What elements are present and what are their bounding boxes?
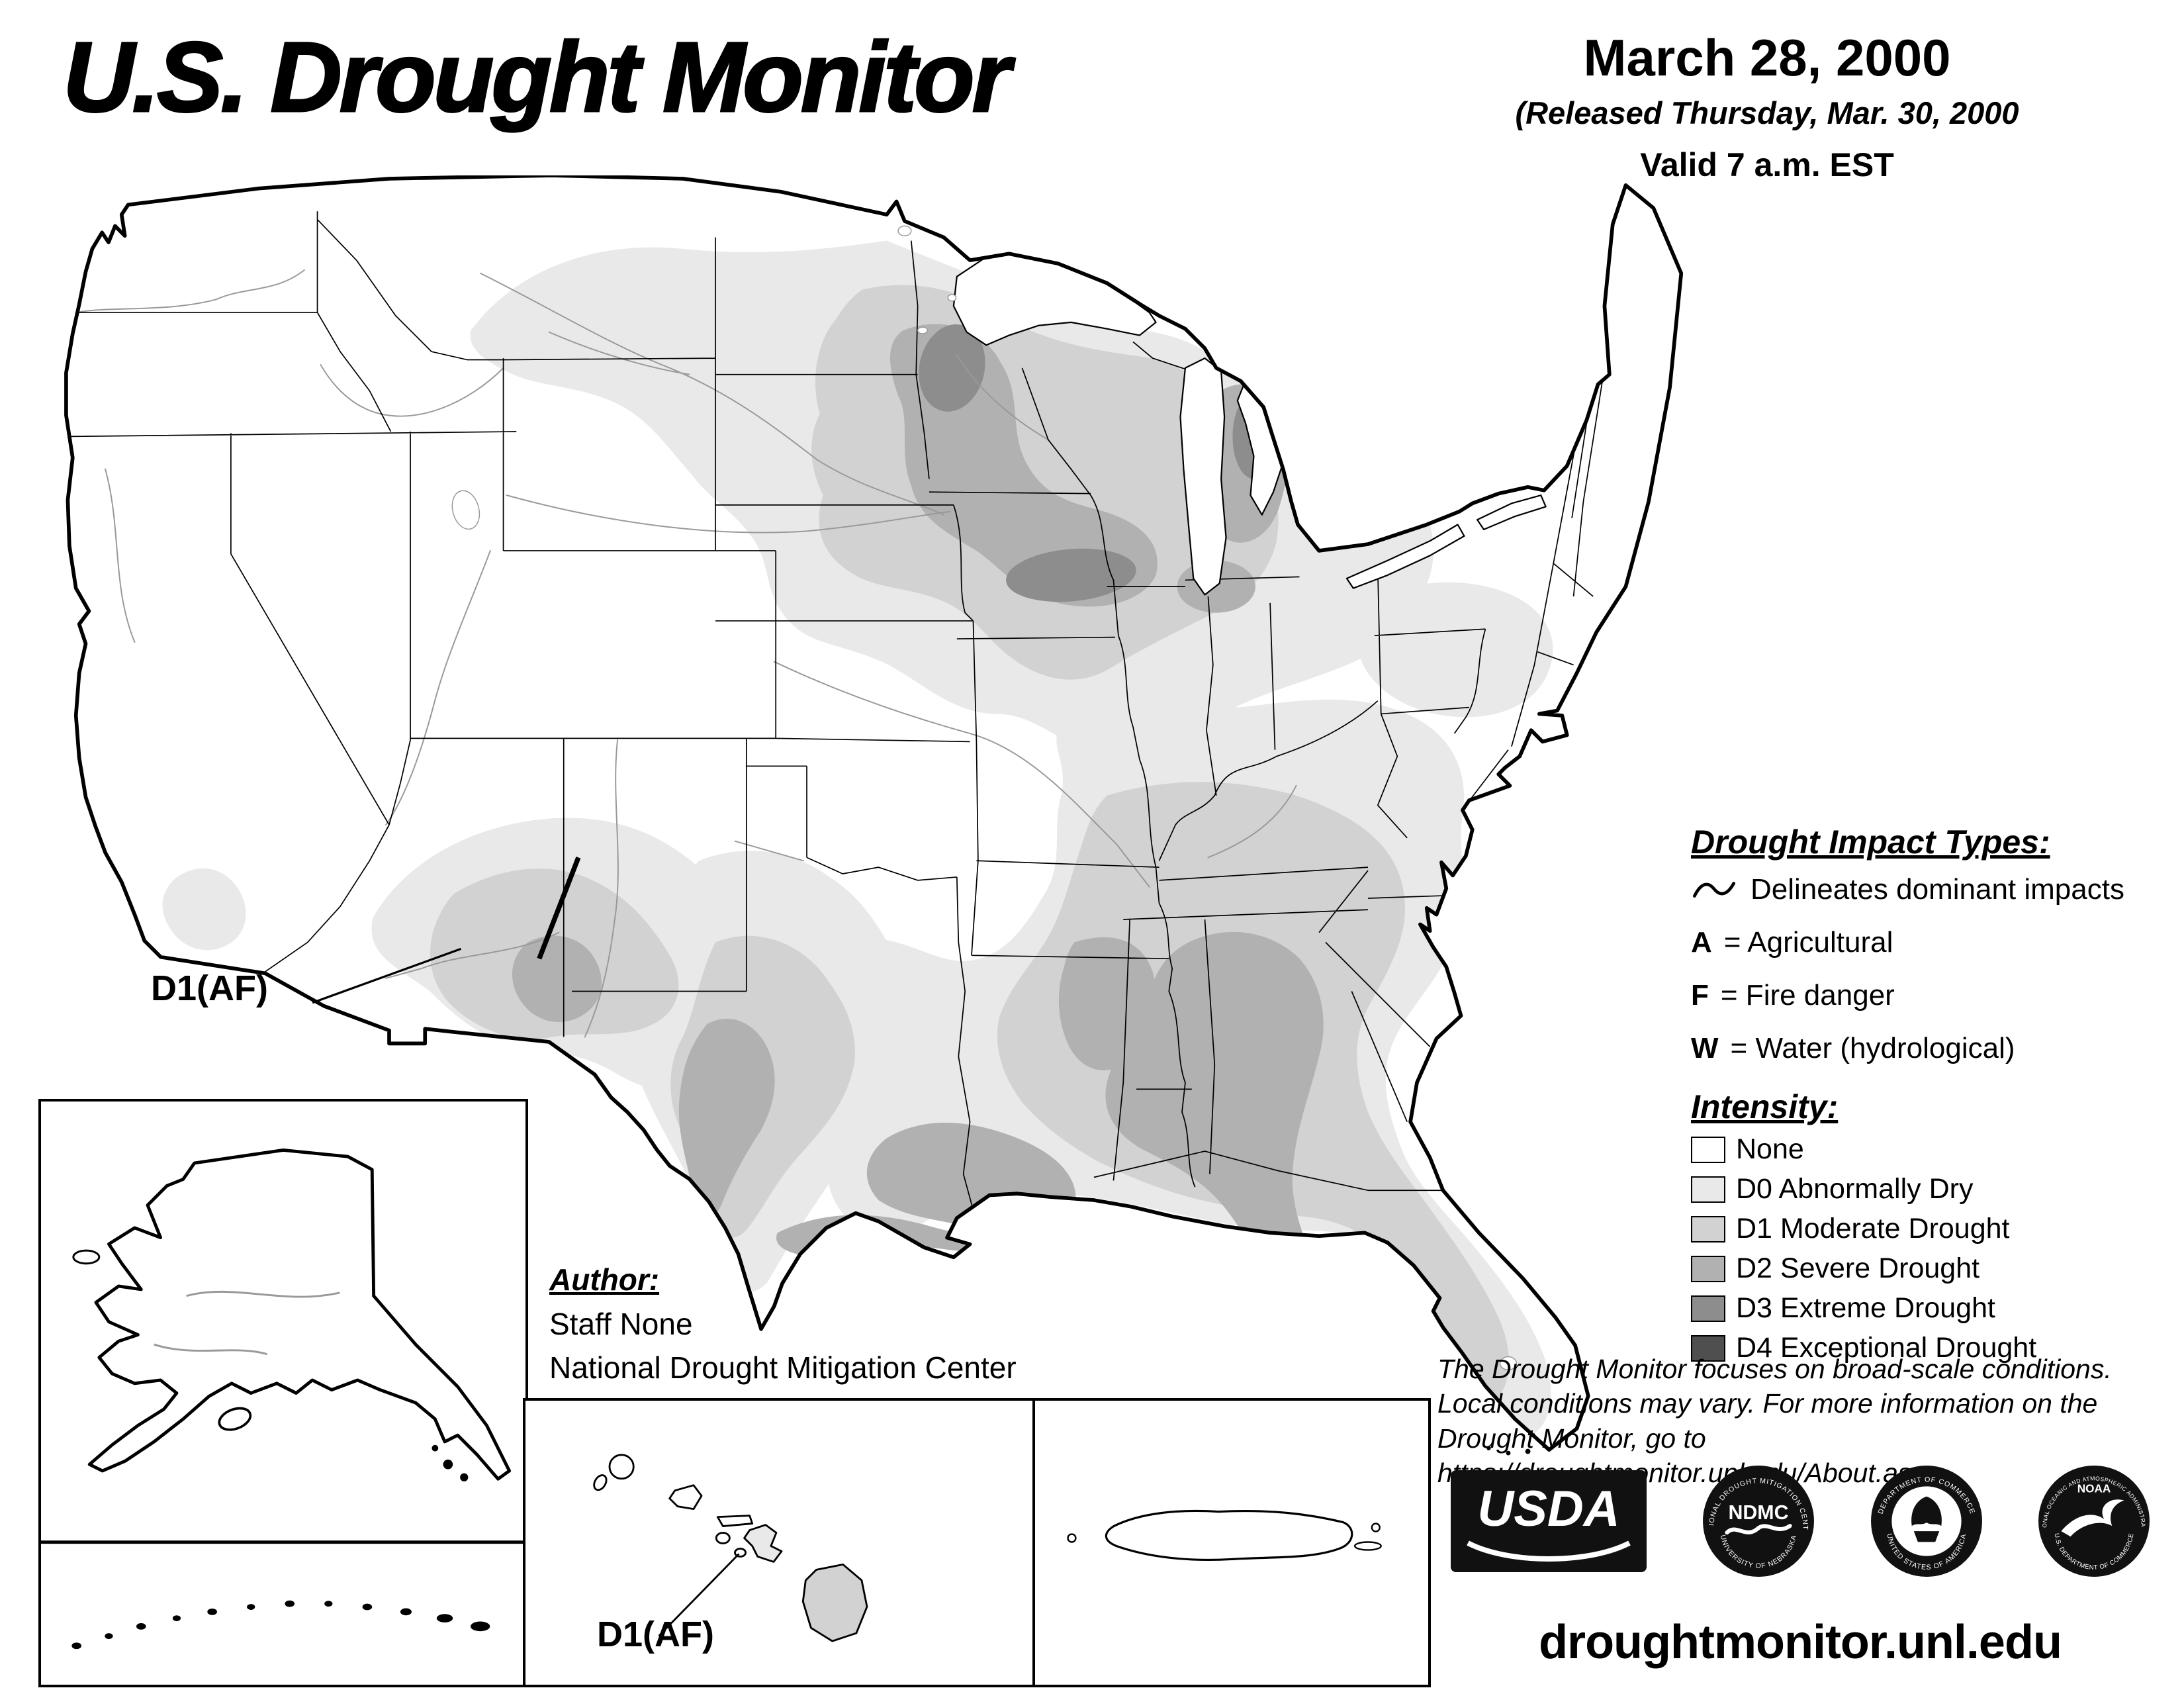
- state-borders: [68, 211, 1604, 1211]
- svg-text:NDMC: NDMC: [1729, 1502, 1789, 1524]
- release-date: (Released Thursday, Mar. 30, 2000: [1515, 95, 2019, 130]
- website-url: droughtmonitor.unl.edu: [1539, 1616, 2062, 1669]
- great-lakes: [451, 225, 1547, 1371]
- callout-leader-line: [312, 947, 462, 1004]
- noaa-logo: NOAA NATIONAL OCEANIC AND ATMOSPHERIC AD…: [2037, 1464, 2150, 1577]
- usda-logo: USDA: [1451, 1470, 1647, 1572]
- hawaii-drought-callout-label: D1(AF): [597, 1615, 714, 1654]
- intensity-row-none: None: [1691, 1133, 2167, 1166]
- page-title: U.S. Drought Monitor: [62, 21, 1011, 134]
- hawaii-map: [593, 1454, 868, 1642]
- swatch-d0: [1691, 1176, 1725, 1203]
- author-block: Author: Staff None National Drought Miti…: [549, 1258, 1017, 1390]
- impact-type-agricultural: A = Agricultural: [1691, 926, 1893, 959]
- impact-delineation-line: [537, 857, 581, 960]
- aleutian-islands: [71, 1600, 490, 1650]
- svg-text:USDA: USDA: [1477, 1481, 1619, 1537]
- author-heading: Author:: [549, 1262, 660, 1297]
- swatch-none: [1691, 1136, 1725, 1163]
- puerto-rico-inset: [1032, 1398, 1431, 1687]
- logo-row: USDA NATIONAL DROUGHT MITIGATION CENTER …: [1449, 1464, 2151, 1578]
- swatch-d4: [1691, 1335, 1725, 1362]
- valid-time: Valid 7 a.m. EST: [1640, 146, 1894, 183]
- intensity-row-d2: D2 Severe Drought: [1691, 1252, 2167, 1285]
- legend: Drought Impact Types: Delineates dominan…: [1691, 823, 2167, 1364]
- hawaii-inset: D1(AF): [523, 1398, 1035, 1687]
- alaska-inset: [38, 1099, 528, 1687]
- impact-type-fire: F = Fire danger: [1691, 979, 1895, 1011]
- intensity-row-d3: D3 Extreme Drought: [1691, 1292, 2167, 1325]
- alaska-map: [41, 1148, 525, 1650]
- impact-types-heading: Drought Impact Types:: [1691, 823, 2050, 861]
- map-date: March 28, 2000: [1583, 28, 1951, 87]
- hawaii-callout-leader: [658, 1553, 740, 1637]
- conus-map: [63, 175, 1694, 1456]
- department-of-commerce-seal: DEPARTMENT OF COMMERCE UNITED STATES OF …: [1870, 1466, 1982, 1577]
- puerto-rico-map: [1067, 1509, 1382, 1562]
- date-block: March 28, 2000 (Released Thursday, Mar. …: [1416, 28, 2118, 184]
- delineates-label: Delineates dominant impacts: [1751, 873, 2124, 906]
- swatch-d2: [1691, 1255, 1725, 1282]
- delineation-squiggle-icon: [1692, 882, 1736, 898]
- author-name: Staff None: [549, 1306, 693, 1341]
- intensity-row-d4: D4 Exceptional Drought: [1691, 1332, 2167, 1364]
- intensity-row-d0: D0 Abnormally Dry: [1691, 1173, 2167, 1205]
- intensity-row-d1: D1 Moderate Drought: [1691, 1213, 2167, 1245]
- swatch-d3: [1691, 1295, 1725, 1322]
- svg-text:NOAA: NOAA: [2077, 1481, 2111, 1495]
- intensity-heading: Intensity:: [1691, 1088, 1839, 1125]
- ndmc-logo: NATIONAL DROUGHT MITIGATION CENTER UNIVE…: [1702, 1464, 1815, 1577]
- drought-callout-label: D1(AF): [151, 968, 268, 1008]
- impact-type-water: W = Water (hydrological): [1691, 1032, 2015, 1064]
- swatch-d1: [1691, 1215, 1725, 1243]
- author-org: National Drought Mitigation Center: [549, 1350, 1017, 1385]
